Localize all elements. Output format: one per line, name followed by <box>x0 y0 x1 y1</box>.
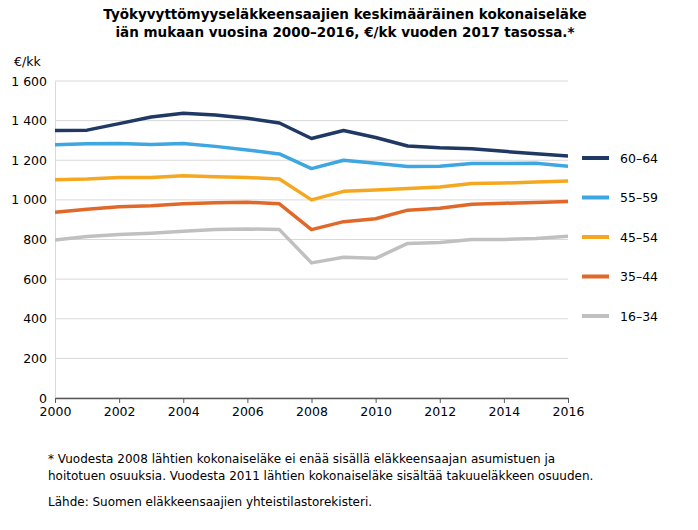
legend-swatch <box>582 235 609 239</box>
series-line <box>55 201 568 229</box>
legend-swatch <box>582 314 609 318</box>
series-line <box>55 143 568 168</box>
grid-line <box>55 81 568 82</box>
footnote: hoitotuen osuuksia. Vuodesta 2011 lähtie… <box>48 469 593 483</box>
series-line <box>55 176 568 200</box>
y-tick: 1 200 <box>11 153 55 168</box>
x-tick: 2014 <box>488 398 520 419</box>
legend-label: 35–44 <box>620 269 658 284</box>
x-tick-label: 2014 <box>488 404 520 419</box>
y-tick: 1 000 <box>11 192 55 207</box>
x-tick-mark <box>504 398 505 403</box>
x-tick-label: 2012 <box>424 404 456 419</box>
y-tick-label: 800 <box>23 232 47 247</box>
title: iän mukaan vuosina 2000–2016, €/kk vuode… <box>115 24 574 40</box>
legend-label: 45–54 <box>620 230 658 245</box>
x-tick: 2004 <box>168 398 200 419</box>
source: Lähde: Suomen eläkkeensaajien yhteistila… <box>48 495 372 509</box>
series-group <box>55 113 568 263</box>
series-line <box>55 113 568 156</box>
grid-line <box>55 318 568 319</box>
y-axis: 02004006008001 0001 2001 4001 600 <box>11 74 55 406</box>
x-tick-mark <box>376 398 377 403</box>
x-tick-label: 2002 <box>104 404 136 419</box>
legend-label: 16–34 <box>620 309 658 324</box>
legend-swatch <box>582 196 609 200</box>
chart: Työkyvyttömyyseläkkeensaajien keskimäärä… <box>0 0 698 530</box>
y-tick-label: 1 000 <box>11 192 47 207</box>
legend-swatch <box>582 275 609 279</box>
y-tick-label: 600 <box>23 272 47 287</box>
x-tick: 2010 <box>360 398 392 419</box>
y-tick: 800 <box>23 232 55 247</box>
y-tick-label: 200 <box>23 351 47 366</box>
x-tick-label: 2006 <box>232 404 264 419</box>
x-tick: 2008 <box>296 398 328 419</box>
y-tick-label: 1 400 <box>11 113 47 128</box>
title: Työkyvyttömyyseläkkeensaajien keskimäärä… <box>103 6 586 22</box>
y-tick: 400 <box>23 311 55 326</box>
x-tick: 2006 <box>232 398 264 419</box>
y-tick: 1 400 <box>11 113 55 128</box>
y-tick-label: 400 <box>23 311 47 326</box>
legend-swatch <box>582 156 609 160</box>
x-tick-mark <box>183 398 184 403</box>
x-tick: 2002 <box>104 398 136 419</box>
x-tick-label: 2004 <box>168 404 200 419</box>
grid-line <box>55 358 568 359</box>
x-tick-label: 2010 <box>360 404 392 419</box>
x-tick-mark <box>568 398 569 403</box>
legend-label: 60–64 <box>620 151 658 166</box>
x-tick-label: 2008 <box>296 404 328 419</box>
y-tick: 1 600 <box>11 74 55 89</box>
series-line <box>55 229 568 263</box>
legend-label: 55–59 <box>620 190 658 205</box>
grid-line <box>55 279 568 280</box>
legend: 60–64 55–59 45–54 35–44 16–34 <box>582 151 658 324</box>
x-tick-mark <box>55 398 56 403</box>
grid-line <box>55 160 568 161</box>
y-tick: 200 <box>23 351 55 366</box>
y-tick-label: 1 600 <box>11 74 47 89</box>
x-tick: 2016 <box>553 398 585 419</box>
footnote: * Vuodesta 2008 lähtien kokonaiseläke ei… <box>48 452 555 466</box>
x-tick-mark <box>247 398 248 403</box>
x-tick: 2000 <box>40 398 72 419</box>
x-tick-mark <box>312 398 313 403</box>
y-axis-title: €/kk <box>14 54 41 69</box>
x-tick-mark <box>440 398 441 403</box>
x-tick-label: 2000 <box>40 404 72 419</box>
x-axis: 2000 2002 2004 2006 2008 2010 2012 2014 2016 <box>40 398 585 419</box>
x-tick-label: 2016 <box>553 404 585 419</box>
y-tick: 600 <box>23 272 55 287</box>
x-tick: 2012 <box>424 398 456 419</box>
y-tick-label: 1 200 <box>11 153 47 168</box>
x-tick-mark <box>119 398 120 403</box>
grid <box>55 81 568 398</box>
